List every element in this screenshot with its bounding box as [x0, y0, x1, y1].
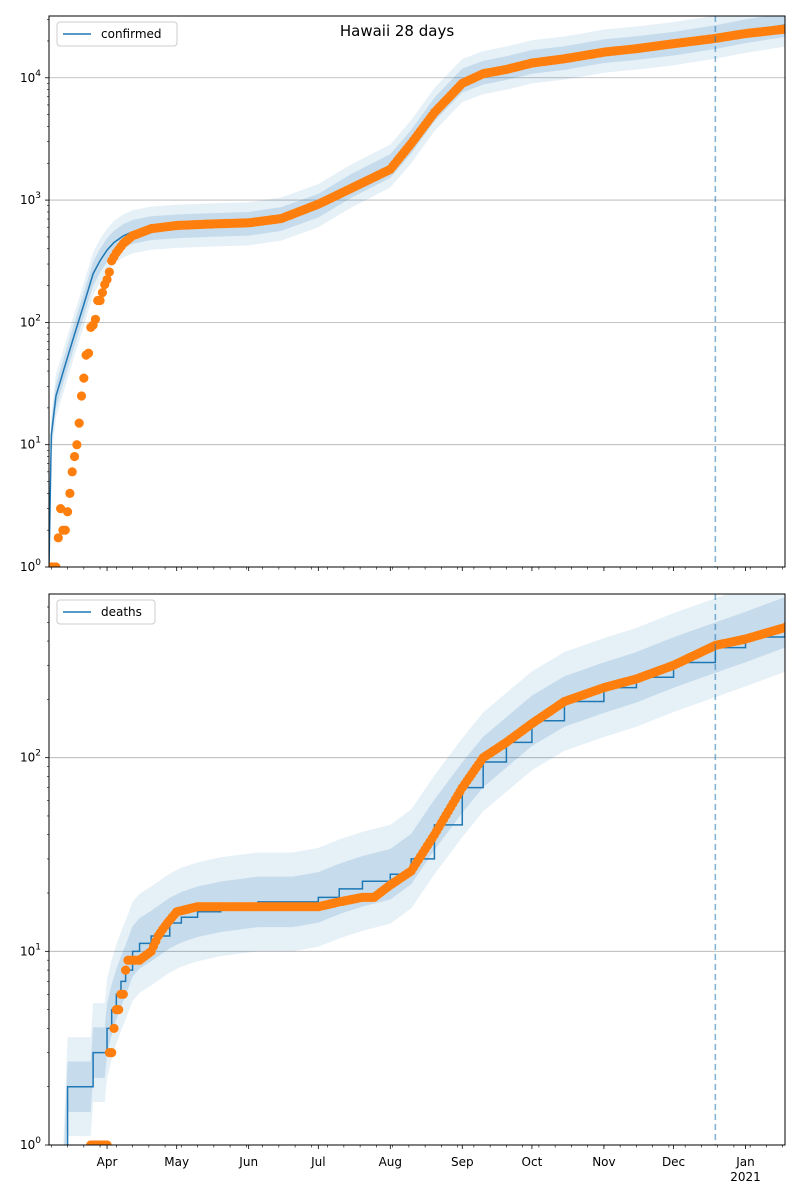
y-tick-label-exponent: 1	[35, 436, 41, 446]
y-tick-label-base: 10	[20, 560, 35, 574]
legend: deaths	[56, 599, 156, 625]
observed-point	[72, 440, 82, 450]
legend-label: confirmed	[101, 27, 162, 41]
y-tick-label-exponent: 2	[35, 313, 41, 323]
observed-point	[62, 507, 73, 517]
y-tick-label: 100	[20, 1136, 41, 1152]
x-tick-label: Jun	[238, 1155, 258, 1169]
y-tick-label-exponent: 3	[35, 191, 41, 201]
observed-point	[53, 533, 63, 543]
axes-frame	[48, 593, 786, 1146]
figure-title: Hawaii 28 days	[340, 22, 454, 40]
x-tick-label: Jul	[310, 1155, 325, 1169]
x-tick-label: Jan	[735, 1155, 755, 1169]
y-tick-label: 101	[20, 436, 41, 452]
y-tick-label: 101	[20, 942, 41, 958]
x-tick-label: Aug	[379, 1155, 402, 1169]
y-tick-label-base: 10	[20, 71, 35, 85]
y-tick-label-base: 10	[20, 944, 35, 958]
x-tick-label: Nov	[592, 1155, 615, 1169]
observed-point	[65, 488, 75, 498]
legend-box	[56, 21, 178, 47]
observed-point	[104, 267, 114, 277]
y-tick-label-exponent: 4	[35, 69, 41, 79]
observed-point	[79, 373, 89, 383]
observed-point	[51, 562, 61, 567]
y-tick-label: 102	[20, 313, 41, 329]
observed-point	[102, 1140, 112, 1145]
axes-frame	[48, 15, 786, 568]
observed-point	[121, 965, 131, 975]
y-tick-label-base: 10	[20, 1138, 35, 1152]
x-tick-label: May	[164, 1155, 189, 1169]
legend: confirmed	[56, 21, 178, 47]
y-tick-label-exponent: 0	[35, 1136, 41, 1146]
observed-point	[118, 989, 128, 999]
observed-point	[95, 295, 105, 306]
y-tick-label: 102	[20, 749, 41, 765]
observed-point	[90, 314, 101, 324]
observed-point	[780, 622, 785, 633]
observed-point	[60, 525, 70, 535]
x-tick-label: 2021	[730, 1170, 761, 1184]
observed-point	[114, 1005, 124, 1015]
y-tick-label-base: 10	[20, 315, 35, 329]
observed-point	[67, 467, 77, 477]
x-tick-label: Dec	[662, 1155, 685, 1169]
observed-point	[780, 24, 785, 34]
legend-label: deaths	[101, 605, 142, 619]
legend-box	[56, 599, 156, 625]
y-tick-label: 104	[20, 69, 41, 85]
uncertainty-band	[49, 16, 785, 567]
observed-point	[102, 274, 112, 285]
observed-point	[76, 391, 87, 401]
uncertainty-band	[63, 594, 785, 1145]
observed-point	[107, 1047, 117, 1058]
uncertainty-band	[49, 16, 785, 567]
x-tick-label: Oct	[522, 1155, 543, 1169]
observed-point	[83, 348, 94, 358]
y-tick-label-base: 10	[20, 438, 35, 452]
y-tick-label-base: 10	[20, 193, 35, 207]
uncertainty-band	[64, 597, 785, 1145]
x-tick-label: Sep	[451, 1155, 474, 1169]
y-tick-label: 103	[20, 191, 41, 207]
x-tick-label: Apr	[97, 1155, 118, 1169]
observed-point	[74, 418, 84, 428]
observed-point	[69, 451, 80, 462]
y-tick-label-exponent: 0	[35, 558, 41, 568]
y-tick-label-exponent: 1	[35, 942, 41, 952]
y-tick-label-exponent: 2	[35, 749, 41, 759]
plot-area	[63, 594, 785, 1145]
observed-point	[56, 504, 66, 514]
observed-point	[97, 288, 108, 298]
y-tick-label-base: 10	[20, 751, 35, 765]
plot-area	[49, 16, 785, 567]
y-tick-label: 100	[20, 558, 41, 574]
observed-point	[109, 1023, 119, 1034]
